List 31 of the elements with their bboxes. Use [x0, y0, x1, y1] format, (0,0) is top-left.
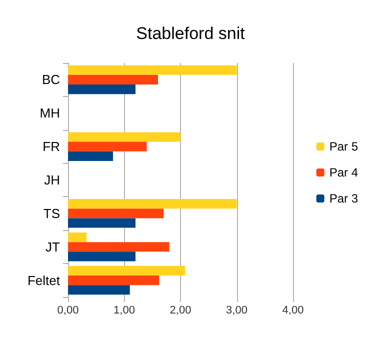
bar: [68, 266, 185, 276]
y-tick-label: FR: [42, 139, 60, 154]
bar: [68, 65, 237, 75]
legend-label: Par 3: [329, 192, 358, 206]
y-tick-label: TS: [43, 206, 60, 221]
y-tick-label: BC: [42, 72, 60, 88]
x-tick-label: 2,00: [170, 304, 192, 316]
y-tick-label: JT: [46, 239, 60, 254]
bar: [68, 232, 87, 242]
x-tick-label: 0,00: [57, 304, 79, 316]
legend-label: Par 5: [329, 140, 358, 154]
y-tick-label: Feltet: [27, 272, 60, 288]
y-tick-label: JH: [44, 172, 60, 188]
bar: [68, 285, 130, 295]
bar: [68, 208, 164, 218]
bar: [68, 84, 136, 94]
bar: [68, 218, 136, 228]
x-tick-label: 1,00: [114, 304, 135, 316]
bar: [68, 151, 113, 161]
legend-label: Par 4: [329, 166, 358, 180]
bar: [68, 275, 160, 286]
bar: [68, 199, 237, 209]
bar: [68, 74, 158, 85]
y-tick-label: MH: [40, 106, 60, 121]
bar: [68, 242, 170, 252]
chart-title: Stableford snit: [136, 24, 246, 43]
bar: [68, 252, 136, 262]
x-tick-label: 3,00: [226, 304, 248, 316]
x-tick-label: 4,00: [282, 304, 304, 316]
bar: [68, 142, 147, 152]
bar: [68, 132, 180, 142]
